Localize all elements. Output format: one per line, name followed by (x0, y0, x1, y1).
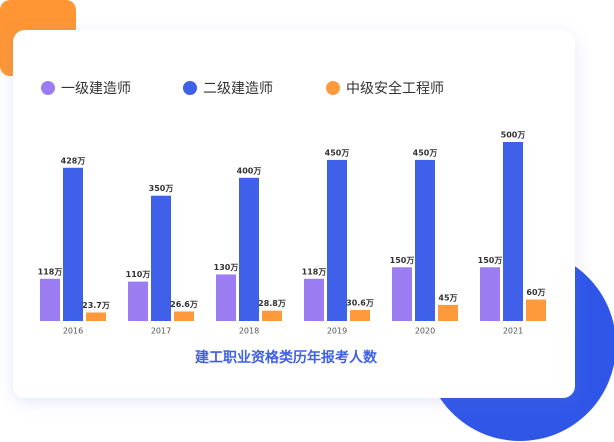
bar (40, 278, 60, 321)
value-label: 428万 (61, 156, 86, 165)
bar (480, 267, 500, 321)
value-label: 150万 (478, 256, 503, 265)
legend-label: 中级安全工程师 (346, 80, 444, 97)
bar (304, 278, 324, 321)
value-label: 30.6万 (346, 299, 374, 308)
bar (350, 310, 370, 321)
value-label: 28.8万 (258, 299, 286, 308)
value-label: 450万 (325, 148, 350, 157)
value-label: 118万 (38, 267, 63, 276)
legend-label: 二级建造师 (203, 81, 273, 97)
legend-marker (326, 81, 340, 95)
value-label: 60万 (526, 288, 545, 297)
legend-marker (41, 81, 55, 95)
value-label: 500万 (501, 131, 526, 140)
x-tick-label: 2018 (239, 327, 259, 336)
value-label: 45万 (438, 293, 457, 302)
value-label: 130万 (214, 263, 239, 272)
bar (239, 177, 259, 321)
bar (174, 311, 194, 321)
bar (392, 267, 412, 321)
value-label: 110万 (126, 270, 151, 279)
value-label: 150万 (390, 256, 415, 265)
chart-title: 建工职业资格类历年报考人数 (195, 349, 378, 366)
bar (415, 159, 435, 321)
bar (262, 310, 282, 321)
value-label: 26.6万 (170, 300, 198, 309)
bar (151, 195, 171, 321)
x-tick-label: 2017 (151, 327, 171, 336)
bar (86, 312, 106, 321)
value-label: 350万 (149, 184, 174, 193)
value-label: 450万 (413, 148, 438, 157)
x-tick-label: 2016 (63, 327, 83, 336)
legend-marker (183, 81, 197, 95)
bar (526, 299, 546, 321)
bar (503, 142, 523, 321)
bar (327, 159, 347, 321)
bar (216, 274, 236, 321)
value-label: 400万 (237, 166, 262, 175)
x-tick-label: 2020 (415, 327, 435, 336)
legend-label: 一级建造师 (61, 81, 131, 97)
bar (63, 167, 83, 321)
x-tick-label: 2019 (327, 327, 347, 336)
bar (438, 304, 458, 321)
value-label: 118万 (302, 267, 327, 276)
bar (128, 281, 148, 321)
x-tick-label: 2021 (503, 327, 523, 336)
value-label: 23.7万 (82, 301, 110, 310)
